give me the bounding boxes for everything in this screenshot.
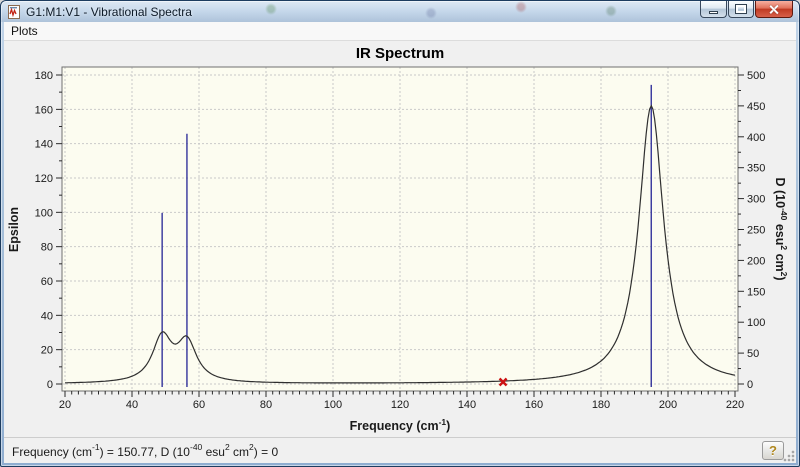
left-tick-label: 100 <box>35 207 53 219</box>
x-tick-label: 180 <box>592 399 610 411</box>
right-axis-title: D (10-40 esu2 cm2) <box>773 178 789 281</box>
cursor-marker-icon <box>498 377 508 387</box>
window-title: G1:M1:V1 - Vibrational Spectra <box>26 4 192 19</box>
right-tick-label: 300 <box>747 194 765 206</box>
left-tick-label: 0 <box>47 379 53 391</box>
right-tick-label: 450 <box>747 101 765 113</box>
client-area: Plots 20 40 60 80 100 120 140 160 180 200 220 0 20 40… <box>4 22 796 463</box>
right-tick-label: 400 <box>747 132 765 144</box>
left-tick-label: 60 <box>41 276 53 288</box>
left-tick-label: 160 <box>35 104 53 116</box>
minimize-button[interactable] <box>700 1 727 18</box>
chart-title: IR Spectrum <box>356 45 444 62</box>
x-tick-label: 160 <box>525 399 543 411</box>
left-tick-label: 140 <box>35 139 53 151</box>
chart-panel[interactable]: 20 40 60 80 100 120 140 160 180 200 220 0 20 40 60 80 10… <box>4 41 796 437</box>
x-tick-label: 200 <box>659 399 677 411</box>
x-axis-title: Frequency (cm-1) <box>350 417 451 433</box>
right-tick-label: 350 <box>747 163 765 175</box>
resize-grip[interactable] <box>782 449 795 462</box>
x-tick-label: 40 <box>126 399 138 411</box>
right-tick-label: 250 <box>747 225 765 237</box>
right-tick-label: 150 <box>747 286 765 298</box>
x-tick-label: 100 <box>324 399 342 411</box>
spectrum-curve <box>65 104 736 384</box>
menu-item-plots[interactable]: Plots <box>11 24 38 38</box>
minimize-icon <box>709 10 718 14</box>
help-button[interactable]: ? <box>762 441 784 460</box>
left-tick-label: 180 <box>35 70 53 82</box>
right-tick-label: 0 <box>747 379 753 391</box>
right-tick-label: 50 <box>747 348 759 360</box>
left-tick-label: 120 <box>35 173 53 185</box>
close-button[interactable] <box>755 1 793 18</box>
x-tick-label: 80 <box>260 399 272 411</box>
left-tick-label: 20 <box>41 345 53 357</box>
close-icon <box>769 4 780 15</box>
x-tick-label: 140 <box>458 399 476 411</box>
left-axis-title: Epsilon <box>7 207 21 252</box>
maximize-icon <box>735 4 747 14</box>
left-tick-label: 80 <box>41 242 53 254</box>
x-tick-label: 20 <box>59 399 71 411</box>
title-bar[interactable]: G1:M1:V1 - Vibrational Spectra <box>1 1 799 22</box>
x-tick-label: 60 <box>193 399 205 411</box>
app-icon <box>8 4 20 19</box>
right-tick-label: 200 <box>747 255 765 267</box>
status-bar: Frequency (cm-1) = 150.77, D (10-40 esu2… <box>4 437 796 463</box>
cursor-readout: Frequency (cm-1) = 150.77, D (10-40 esu2… <box>12 441 279 459</box>
menu-bar: Plots <box>4 22 796 41</box>
x-tick-label: 220 <box>726 399 744 411</box>
right-tick-label: 100 <box>747 317 765 329</box>
maximize-button[interactable] <box>728 1 754 18</box>
left-tick-label: 40 <box>41 310 53 322</box>
x-tick-label: 120 <box>391 399 409 411</box>
right-tick-label: 500 <box>747 70 765 82</box>
window-controls <box>699 1 793 18</box>
ir-spectrum-chart[interactable]: 20 40 60 80 100 120 140 160 180 200 22002040608010… <box>4 41 796 437</box>
